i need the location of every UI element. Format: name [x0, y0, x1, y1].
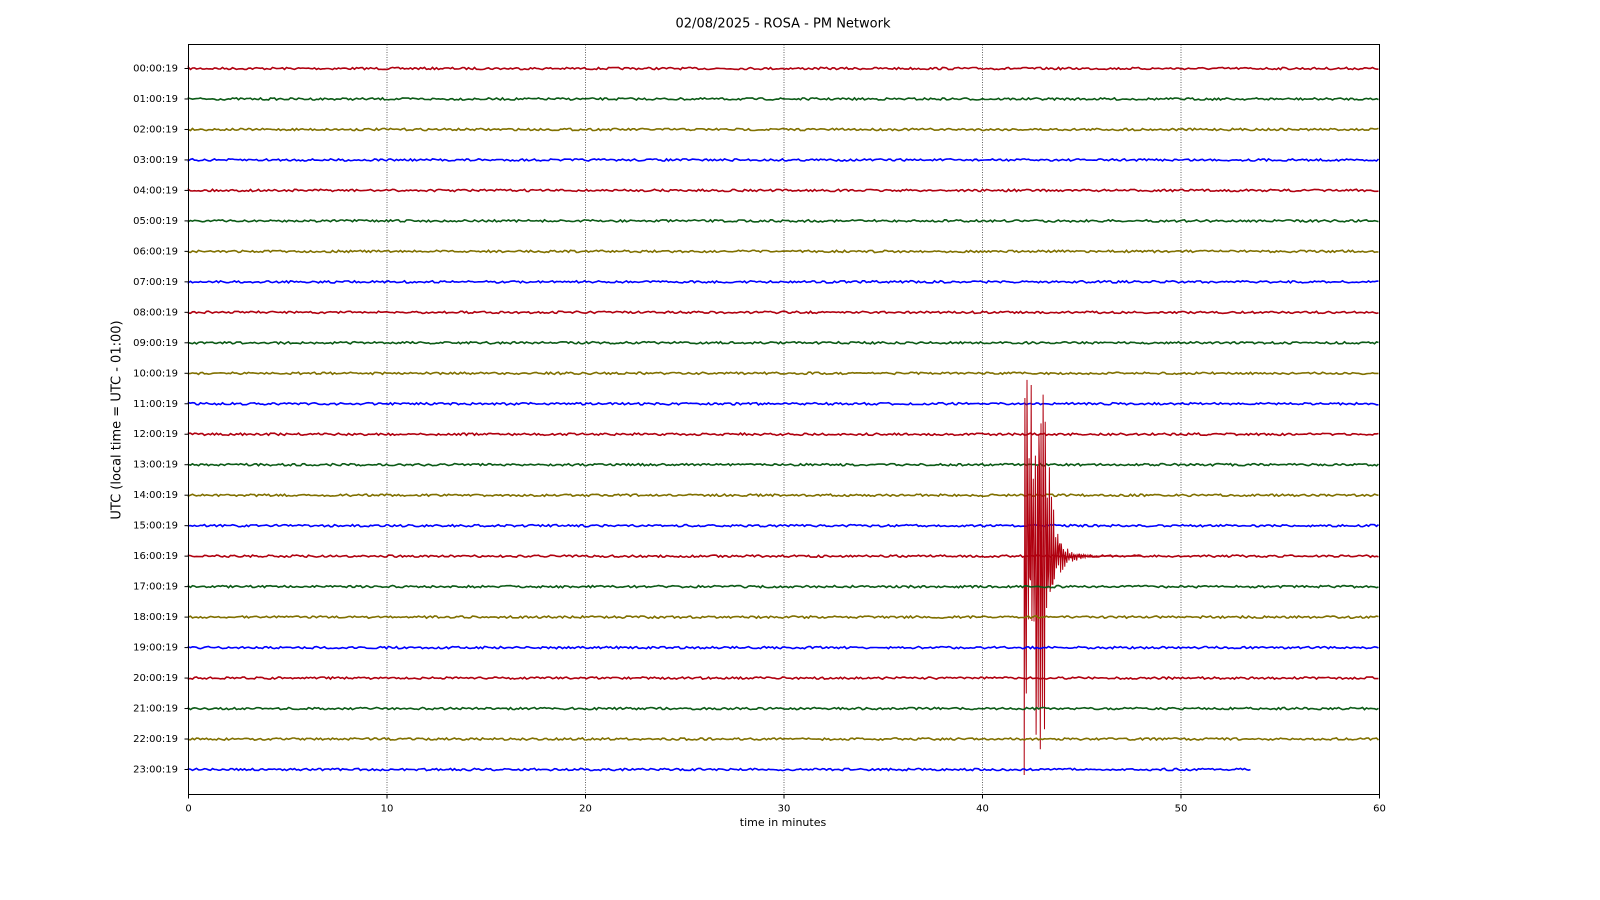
trace [187, 371, 1379, 376]
trace [187, 554, 1379, 559]
x-tick-label: 30 [778, 804, 791, 815]
trace [187, 188, 1379, 193]
y-tick-label: 00:00:19 [133, 64, 178, 75]
x-tick-label: 0 [185, 804, 191, 815]
y-tick-label: 13:00:19 [133, 460, 178, 471]
trace [187, 493, 1379, 498]
trace [187, 401, 1379, 406]
y-tick-label: 10:00:19 [133, 368, 178, 379]
trace [187, 432, 1379, 437]
x-tick-label: 50 [1175, 804, 1188, 815]
trace [187, 736, 1380, 742]
trace [187, 218, 1379, 224]
trace [187, 96, 1379, 102]
x-tick-label: 20 [579, 804, 592, 815]
y-tick-label: 06:00:19 [133, 246, 178, 257]
event-waveform [1023, 379, 1142, 776]
trace [187, 157, 1380, 163]
y-axis-label: UTC (local time = UTC - 01:00) [110, 320, 125, 519]
y-tick-label: 17:00:19 [133, 582, 178, 593]
x-tick-label: 10 [381, 804, 394, 815]
trace [187, 614, 1379, 620]
y-tick-label: 21:00:19 [133, 704, 178, 715]
chart-title: 02/08/2025 - ROSA - PM Network [676, 17, 891, 32]
y-tick-label: 23:00:19 [133, 765, 178, 776]
x-tick-label: 60 [1373, 804, 1386, 815]
y-tick-label: 03:00:19 [133, 155, 178, 166]
trace [187, 65, 1379, 71]
y-tick-label: 05:00:19 [133, 216, 178, 227]
y-tick-label: 14:00:19 [133, 490, 178, 501]
trace [187, 706, 1379, 711]
x-axis-label: time in minutes [740, 816, 827, 829]
y-tick-label: 22:00:19 [133, 734, 178, 745]
y-tick-label: 18:00:19 [133, 612, 178, 623]
plot-frame [188, 44, 1380, 795]
trace [187, 645, 1379, 650]
trace [187, 675, 1379, 681]
trace [187, 767, 1251, 772]
y-tick-label: 15:00:19 [133, 521, 178, 532]
trace [187, 279, 1379, 285]
trace [187, 584, 1379, 589]
y-tick-label: 12:00:19 [133, 429, 178, 440]
y-tick-label: 04:00:19 [133, 185, 178, 196]
y-tick-label: 09:00:19 [133, 338, 178, 349]
y-tick-label: 20:00:19 [133, 673, 178, 684]
y-tick-label: 11:00:19 [133, 399, 178, 410]
y-tick-label: 07:00:19 [133, 277, 178, 288]
y-tick-label: 08:00:19 [133, 307, 178, 318]
trace [187, 310, 1379, 315]
y-tick-label: 01:00:19 [133, 94, 178, 105]
y-tick-label: 16:00:19 [133, 551, 178, 562]
trace [187, 249, 1379, 254]
trace [187, 127, 1379, 132]
x-tick-label: 40 [976, 804, 989, 815]
trace [187, 340, 1379, 346]
y-tick-label: 19:00:19 [133, 643, 178, 654]
y-tick-label: 02:00:19 [133, 124, 178, 135]
trace [187, 462, 1380, 467]
trace [187, 523, 1380, 528]
